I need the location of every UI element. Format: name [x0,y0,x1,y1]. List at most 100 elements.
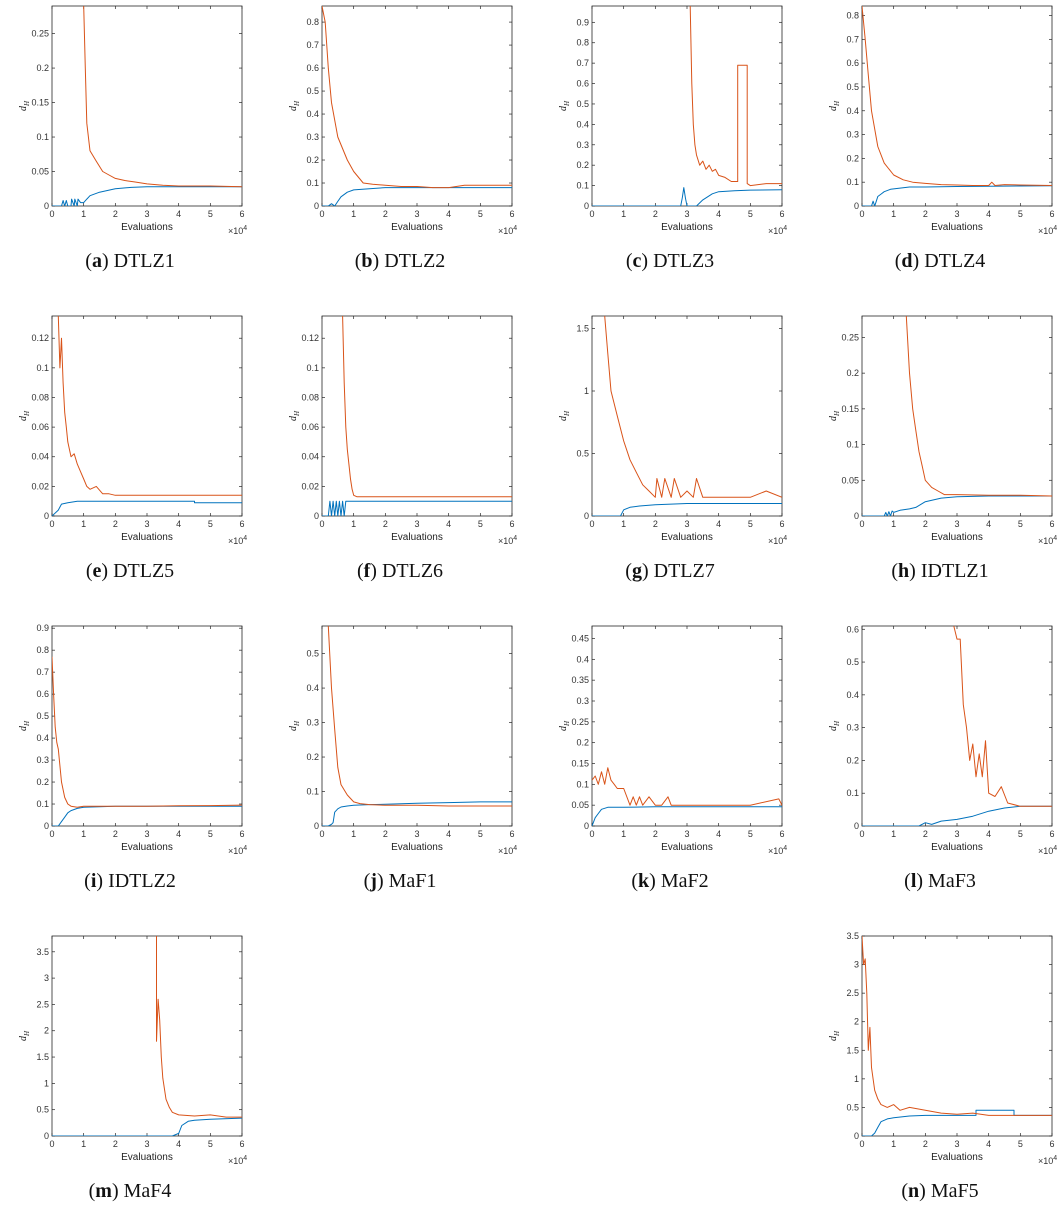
chart-j: 0 1 2 3 4 5 6 0 0.1 0.2 0.3 0.4 0.5 Evaluations ×104 dH [288,625,517,856]
y-tick-label: 1 [584,386,589,396]
y-tick-label: 0 [44,201,49,211]
y-tick-label: 1 [854,1074,859,1084]
y-tick-label: 0.2 [576,160,589,170]
y-axis-label: dH [828,1030,841,1041]
x-multiplier: ×104 [1038,1155,1057,1166]
x-tick-label: 3 [414,519,419,529]
panel-letter: a [91,250,102,272]
x-tick-label: 0 [319,519,324,529]
panel-letter: k [638,870,650,892]
panel-title: MaF5 [930,1180,979,1202]
x-tick-label: 6 [509,829,514,839]
y-tick-label: 0.5 [306,649,319,659]
y-tick-label: 0.02 [31,481,49,491]
x-tick-label: 1 [351,519,356,529]
y-tick-label: 0 [854,1131,859,1141]
y-axis-label: dH [828,100,841,111]
x-multiplier: ×104 [768,225,787,236]
plot-area [51,5,243,207]
series-line-blue [862,185,1052,206]
series-line-orange [862,936,1052,1116]
x-tick-label: 4 [716,829,721,839]
panel-title: IDTLZ1 [920,560,989,582]
x-tick-label: 2 [923,519,928,529]
x-tick-label: 2 [113,1139,118,1149]
panel-letter: f [363,560,371,582]
series-line-orange [953,626,1052,807]
y-tick-label: 0.6 [576,79,589,89]
x-tick-label: 1 [891,209,896,219]
x-tick-label: 2 [923,209,928,219]
y-tick-label: 0.4 [36,733,49,743]
panel-title: DTLZ1 [113,250,175,272]
panel-caption: (b) DTLZ2 [354,250,446,272]
y-tick-label: 0.15 [841,404,859,414]
panel-caption: (d) DTLZ4 [894,250,986,272]
x-multiplier: ×104 [228,1155,247,1166]
chart-d: 0 1 2 3 4 5 6 0 0.1 0.2 0.3 0.4 0.5 0.6 0.7 0.8 Evaluati… [828,5,1057,236]
y-tick-label: 0.8 [306,17,319,27]
y-tick-label: 0.7 [846,34,859,44]
x-tick-label: 2 [113,519,118,529]
y-axis-label: dH [18,720,31,731]
x-axis-label: Evaluations [931,222,983,233]
y-tick-label: 0.25 [841,332,859,342]
panel-title: DTLZ2 [384,250,446,272]
y-tick-label: 2.5 [36,999,49,1009]
y-tick-label: 0.1 [306,363,319,373]
y-tick-label: 0 [584,821,589,831]
x-tick-label: 5 [1018,1139,1023,1149]
panel-letter: n [908,1180,920,1202]
y-tick-label: 0 [44,1131,49,1141]
series-line-blue [52,186,242,206]
y-tick-label: 0.1 [306,787,319,797]
panel-letter: i [90,870,97,892]
y-tick-label: 0.08 [31,392,49,402]
x-tick-label: 1 [81,1139,86,1149]
panel-caption: (l) MaF3 [904,870,976,892]
y-axis-label: dH [828,410,841,421]
x-tick-label: 2 [923,829,928,839]
chart-panel-g: 0 1 2 3 4 5 6 0 0.5 1 1.5 Evaluations ×104 dH (g) DTLZ… [550,310,790,610]
y-axis-label: dH [18,410,31,421]
plot-area [591,5,783,207]
series-line-blue [862,495,1052,516]
y-tick-label: 0.2 [36,777,49,787]
plot-area [51,315,243,517]
x-multiplier: ×104 [768,535,787,546]
y-tick-label: 0.3 [576,696,589,706]
panel-title: MaF1 [388,870,437,892]
x-tick-label: 5 [748,519,753,529]
y-tick-label: 0.08 [301,392,319,402]
x-tick-label: 3 [954,209,959,219]
x-tick-label: 0 [859,209,864,219]
x-tick-label: 0 [859,1139,864,1149]
y-tick-label: 0.06 [31,422,49,432]
x-tick-label: 1 [621,829,626,839]
x-tick-label: 2 [653,209,658,219]
x-tick-label: 6 [1049,209,1054,219]
series-line-orange [52,656,242,808]
y-tick-label: 0.6 [846,624,859,634]
x-tick-label: 3 [954,829,959,839]
series-line-blue [322,500,512,516]
x-tick-label: 4 [446,519,451,529]
x-tick-label: 3 [684,209,689,219]
y-tick-label: 3 [44,973,49,983]
chart-a: 0 1 2 3 4 5 6 0 0.05 0.1 0.15 0.2 0.25 Evaluations ×10… [18,5,247,236]
panel-caption: (a) DTLZ1 [85,250,175,272]
panel-letter: e [92,560,102,582]
x-tick-label: 1 [351,829,356,839]
y-tick-label: 0.05 [31,167,49,177]
series-line-orange [604,316,782,498]
y-tick-label: 2.5 [846,988,859,998]
x-tick-label: 3 [144,829,149,839]
y-tick-label: 1.5 [846,1045,859,1055]
panel-letter: h [898,560,910,582]
x-multiplier: ×104 [228,535,247,546]
y-tick-label: 0.1 [36,799,49,809]
y-tick-label: 0.12 [301,333,319,343]
panel-caption: (m) MaF4 [88,1180,172,1202]
x-tick-label: 0 [319,829,324,839]
panel-letter: l [910,870,917,892]
